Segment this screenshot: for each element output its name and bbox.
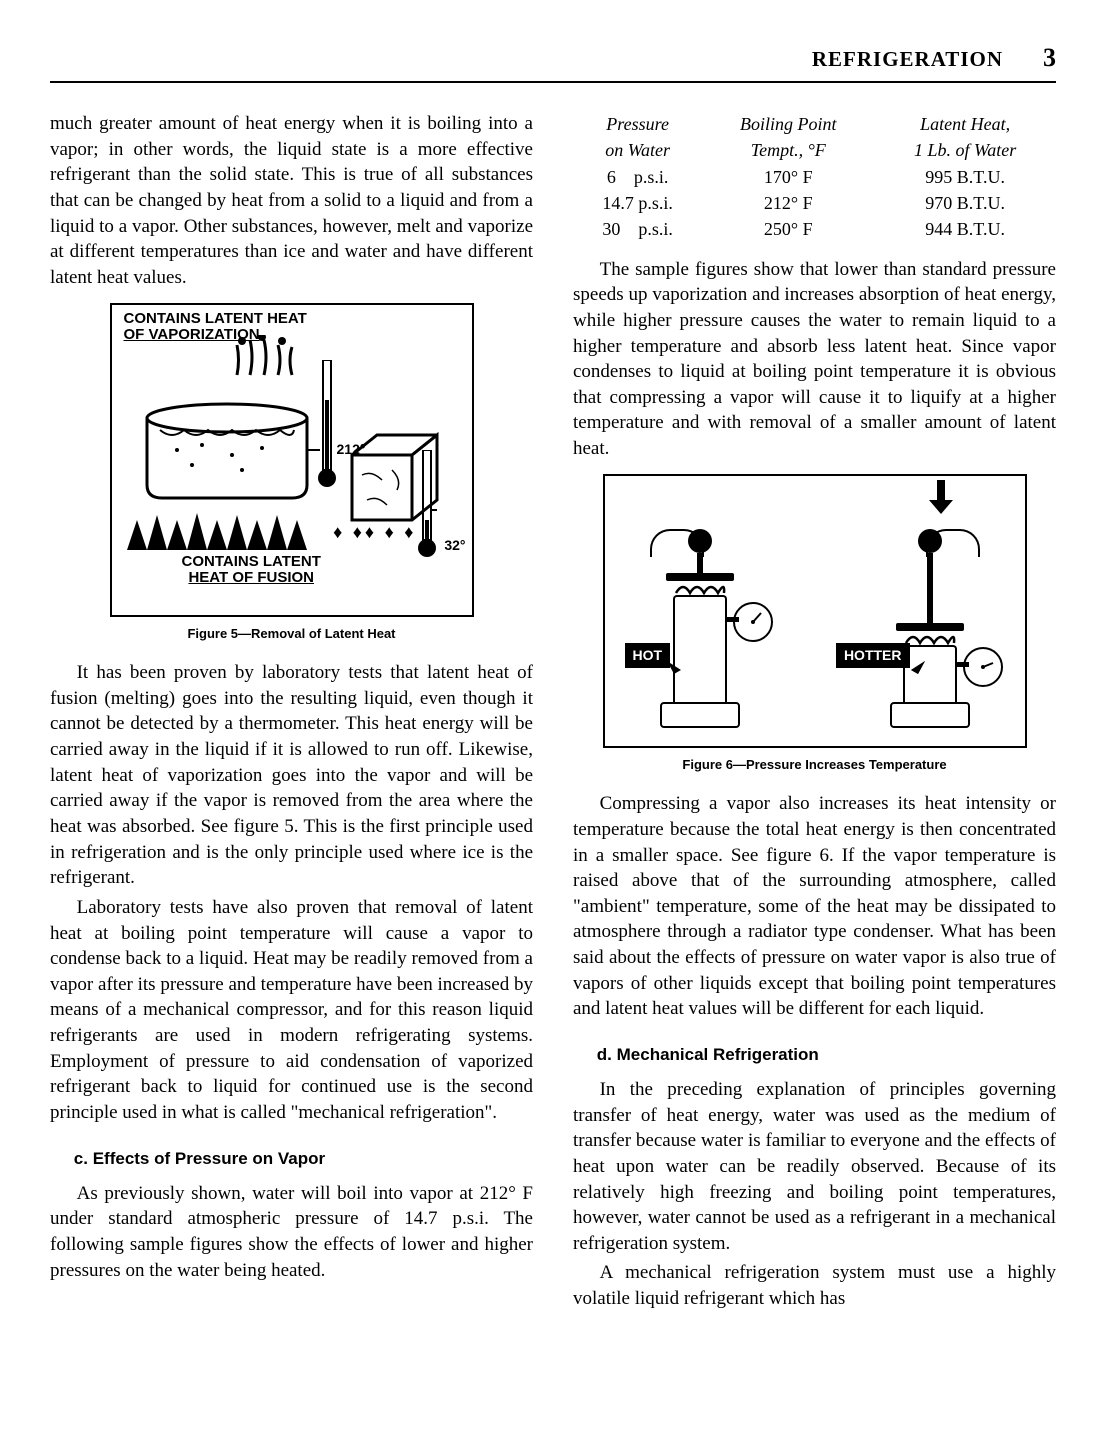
left-column: much greater amount of heat energy when … [50, 111, 533, 1316]
right-column: Pressure Boiling Point Latent Heat, on W… [573, 111, 1056, 1316]
table-row: 6 p.s.i. 170° F 995 B.T.U. [573, 164, 1056, 190]
water-drops-icon: ♦ ♦♦ ♦ ♦ [333, 520, 416, 544]
table-header: Pressure [573, 111, 702, 137]
header-rule: REFRIGERATION 3 [50, 40, 1056, 83]
figure-6: HOT HOTTER [603, 474, 1027, 748]
fire-icon [122, 505, 322, 555]
gauge-icon [963, 647, 1003, 687]
thermometer-icon [417, 450, 437, 560]
paragraph: Compressing a vapor also increases its h… [573, 791, 1056, 1022]
table-header: Boiling Point [702, 111, 874, 137]
fig5-label-line: HEAT OF FUSION [188, 569, 314, 586]
table-cell: 212° F [702, 190, 874, 216]
table-cell: 14.7 p.s.i. [573, 190, 702, 216]
table-row: on Water Tempt., °F 1 Lb. of Water [573, 137, 1056, 163]
handle-icon [926, 529, 980, 557]
figure-5-caption: Figure 5—Removal of Latent Heat [50, 625, 533, 643]
table-header: on Water [573, 137, 702, 163]
table-cell: 30 p.s.i. [573, 216, 702, 242]
table-cell: 970 B.T.U. [874, 190, 1056, 216]
pointer-icon [905, 656, 925, 676]
two-column-layout: much greater amount of heat energy when … [50, 111, 1056, 1316]
table-row: 14.7 p.s.i. 212° F 970 B.T.U. [573, 190, 1056, 216]
cylinder-base-icon [660, 702, 740, 728]
table-header: Tempt., °F [702, 137, 874, 163]
fig6-left-cylinder [660, 529, 740, 728]
fig5-label-line: CONTAINS LATENT [182, 553, 321, 570]
section-title: REFRIGERATION [812, 45, 1003, 73]
table-cell: 944 B.T.U. [874, 216, 1056, 242]
fig6-right-cylinder [890, 529, 970, 728]
table-header: 1 Lb. of Water [874, 137, 1056, 163]
figure-5: CONTAINS LATENT HEAT OF VAPORIZATION [110, 303, 474, 617]
thermometer-icon [317, 360, 337, 490]
fig5-temp-32: 32° [444, 536, 465, 555]
paragraph: A mechanical refrigeration system must u… [573, 1260, 1056, 1311]
fig5-label-line: CONTAINS LATENT HEAT [124, 310, 307, 327]
page-header: REFRIGERATION 3 [50, 40, 1056, 81]
paragraph: As previously shown, water will boil int… [50, 1181, 533, 1284]
fig5-label-fusion: CONTAINS LATENT HEAT OF FUSION [182, 554, 321, 587]
paragraph: In the preceding explanation of principl… [573, 1077, 1056, 1256]
paragraph: much greater amount of heat energy when … [50, 111, 533, 290]
pot-icon [132, 400, 322, 510]
steam-icon [232, 335, 302, 380]
table-cell: 170° F [702, 164, 874, 190]
gauge-stem-icon [955, 662, 969, 670]
pressure-table: Pressure Boiling Point Latent Heat, on W… [573, 111, 1056, 242]
figure-6-caption: Figure 6—Pressure Increases Temperature [573, 756, 1056, 774]
fig6-label-hotter: HOTTER [836, 643, 910, 668]
table-row: Pressure Boiling Point Latent Heat, [573, 111, 1056, 137]
piston-plate-icon [896, 623, 964, 631]
fig6-label-hot: HOT [625, 643, 671, 668]
subheading-c: c. Effects of Pressure on Vapor [50, 1148, 533, 1171]
table-row: 30 p.s.i. 250° F 944 B.T.U. [573, 216, 1056, 242]
paragraph: Laboratory tests have also proven that r… [50, 895, 533, 1126]
spring-icon [666, 581, 734, 595]
paragraph: The sample figures show that lower than … [573, 257, 1056, 462]
page-number: 3 [1043, 40, 1056, 75]
down-arrow-icon [927, 480, 955, 516]
gauge-stem-icon [725, 617, 739, 625]
cylinder-base-icon [890, 702, 970, 728]
table-cell: 995 B.T.U. [874, 164, 1056, 190]
paragraph: It has been proven by laboratory tests t… [50, 660, 533, 891]
pointer-icon [667, 656, 687, 676]
piston-rod-icon [927, 553, 933, 623]
piston-plate-icon [666, 573, 734, 581]
handle-icon [650, 529, 704, 557]
gauge-icon [733, 602, 773, 642]
table-cell: 6 p.s.i. [573, 164, 702, 190]
cylinder-tube-icon [673, 595, 727, 702]
table-header: Latent Heat, [874, 111, 1056, 137]
table-cell: 250° F [702, 216, 874, 242]
subheading-d: d. Mechanical Refrigeration [573, 1044, 1056, 1067]
